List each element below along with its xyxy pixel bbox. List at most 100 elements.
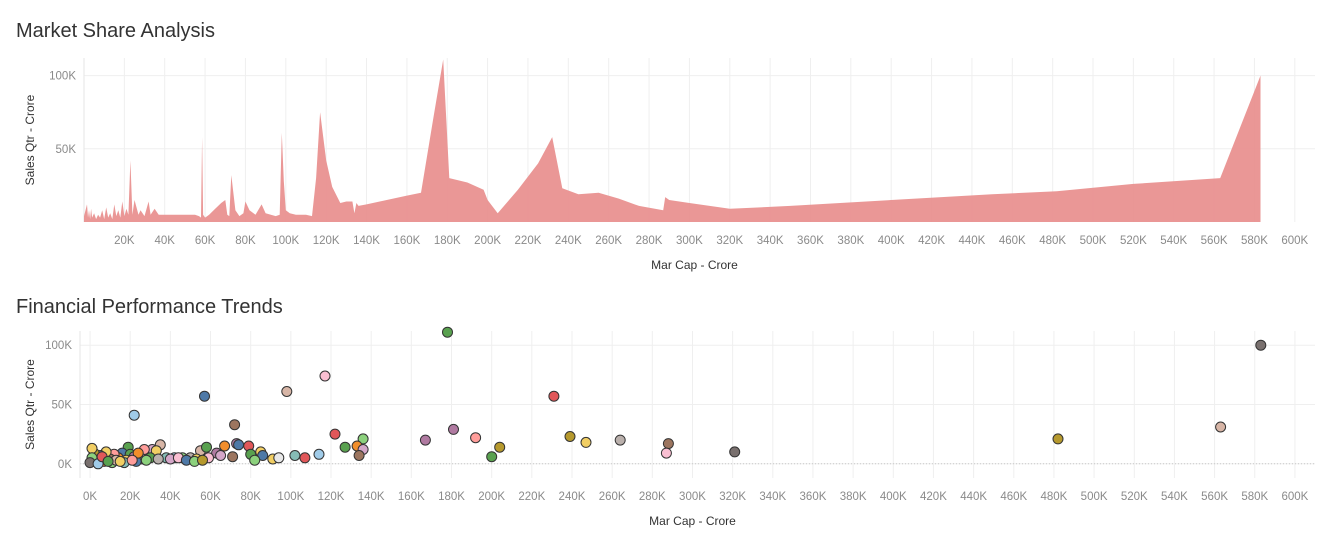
scatter-point[interactable] xyxy=(1052,433,1064,445)
y-tick-label: 0K xyxy=(58,459,72,471)
x-tick-label: 260K xyxy=(599,491,626,503)
scatter-point[interactable] xyxy=(249,454,261,466)
y-tick-label: 50K xyxy=(52,400,73,412)
scatter-point[interactable] xyxy=(313,448,325,460)
scatter-point[interactable] xyxy=(470,432,482,444)
x-tick-label: 80K xyxy=(240,491,261,503)
x-tick-label: 160K xyxy=(393,235,420,247)
x-tick-label: 540K xyxy=(1160,235,1187,247)
scatter-point[interactable] xyxy=(281,386,293,397)
scatter-point[interactable] xyxy=(448,423,459,435)
y-tick-label: 100K xyxy=(49,71,76,83)
x-tick-label: 40K xyxy=(160,491,181,503)
x-tick-label: 280K xyxy=(639,491,666,503)
scatter-point[interactable] xyxy=(273,452,285,464)
x-tick-label: 320K xyxy=(716,235,743,247)
x-tick-label: 220K xyxy=(518,491,545,503)
market-share-area-chart[interactable]: 20K 40K 60K 80K 100K 120K 140K 160K 180K 200K 220K… xyxy=(0,50,1338,280)
x-tick-label: 340K xyxy=(759,491,786,503)
scatter-point[interactable] xyxy=(299,452,311,464)
x-tick-label: 360K xyxy=(797,235,824,247)
x-tick-label: 80K xyxy=(235,235,256,247)
scatter-point[interactable] xyxy=(660,447,672,459)
scatter-point[interactable] xyxy=(1255,339,1267,351)
x-tick-label: 520K xyxy=(1120,235,1147,247)
scatter-point[interactable] xyxy=(580,436,592,448)
x-tick-label: 240K xyxy=(559,491,586,503)
x-tick-label: 200K xyxy=(478,491,505,503)
scatter-point[interactable] xyxy=(229,419,241,431)
scatter-point[interactable] xyxy=(199,390,210,402)
x-tick-label: 600K xyxy=(1281,235,1308,247)
scatter-point[interactable] xyxy=(548,390,560,402)
financial-performance-scatter-chart[interactable]: 0K 20K 40K 60K 80K 100K 120K 140K 160K 180K 200K 22… xyxy=(0,325,1338,540)
x-tick-label: 300K xyxy=(679,491,706,503)
x-tick-label: 140K xyxy=(358,491,385,503)
x-axis-title: Mar Cap - Crore xyxy=(651,258,738,272)
scatter-point[interactable] xyxy=(564,431,576,442)
x-tick-label: 600K xyxy=(1281,491,1308,503)
chart-title-financial-performance: Financial Performance Trends xyxy=(16,296,283,318)
x-tick-label: 380K xyxy=(840,491,867,503)
scatter-point[interactable] xyxy=(329,428,341,440)
scatter-point[interactable] xyxy=(442,326,453,338)
scatter-point[interactable] xyxy=(132,447,144,459)
scatter-point[interactable] xyxy=(319,370,331,382)
scatter-point[interactable] xyxy=(201,441,212,453)
scatter-point[interactable] xyxy=(86,442,98,454)
scatter-point[interactable] xyxy=(1215,421,1227,433)
x-tick-label: 500K xyxy=(1081,491,1108,503)
x-tick-label: 140K xyxy=(353,235,380,247)
x-tick-label: 500K xyxy=(1080,235,1107,247)
scatter-point[interactable] xyxy=(257,450,269,461)
scatter-point[interactable] xyxy=(614,434,626,446)
x-tick-label: 220K xyxy=(515,235,542,247)
x-tick-label: 180K xyxy=(434,235,461,247)
scatter-point[interactable] xyxy=(197,454,208,466)
x-tick-label: 20K xyxy=(114,235,135,247)
x-tick-label: 120K xyxy=(313,235,340,247)
x-tick-label: 440K xyxy=(960,491,987,503)
x-tick-label: 60K xyxy=(200,491,221,503)
x-tick-label: 280K xyxy=(636,235,663,247)
x-tick-label: 160K xyxy=(398,491,425,503)
x-tick-label: 320K xyxy=(719,491,746,503)
x-tick-label: 120K xyxy=(318,491,345,503)
scatter-point[interactable] xyxy=(419,434,431,446)
y-axis-title: Sales Qtr - Crore xyxy=(23,94,37,185)
x-tick-label: 200K xyxy=(474,235,501,247)
scatter-point[interactable] xyxy=(729,446,741,458)
scatter-point[interactable] xyxy=(227,451,239,463)
scatter-point[interactable] xyxy=(486,451,498,463)
x-tick-label: 260K xyxy=(595,235,622,247)
x-tick-label: 540K xyxy=(1161,491,1188,503)
scatter-point[interactable] xyxy=(357,433,369,445)
scatter-point[interactable] xyxy=(126,454,138,466)
x-tick-label: 0K xyxy=(83,491,97,503)
x-tick-label: 100K xyxy=(277,491,304,503)
x-tick-label: 520K xyxy=(1121,491,1148,503)
y-tick-label: 100K xyxy=(45,340,72,352)
scatter-point[interactable] xyxy=(233,439,245,451)
scatter-point[interactable] xyxy=(662,438,674,450)
x-tick-label: 400K xyxy=(878,235,905,247)
scatter-point[interactable] xyxy=(289,450,301,461)
scatter-point[interactable] xyxy=(353,450,365,461)
x-tick-label: 480K xyxy=(1041,491,1068,503)
x-tick-label: 440K xyxy=(959,235,986,247)
y-axis-title: Sales Qtr - Crore xyxy=(23,359,37,450)
scatter-point[interactable] xyxy=(152,453,164,465)
scatter-point[interactable] xyxy=(494,441,506,453)
scatter-point[interactable] xyxy=(102,455,114,467)
scatter-point[interactable] xyxy=(339,441,351,453)
scatter-point[interactable] xyxy=(215,450,227,461)
scatter-point[interactable] xyxy=(128,409,140,421)
scatter-point[interactable] xyxy=(140,454,152,466)
scatter-point[interactable] xyxy=(114,455,126,467)
x-tick-label: 420K xyxy=(920,491,947,503)
x-tick-label: 100K xyxy=(272,235,299,247)
x-tick-label: 560K xyxy=(1201,235,1228,247)
scatter-point[interactable] xyxy=(219,440,231,452)
x-tick-label: 360K xyxy=(800,491,827,503)
area-series[interactable] xyxy=(84,59,1261,223)
